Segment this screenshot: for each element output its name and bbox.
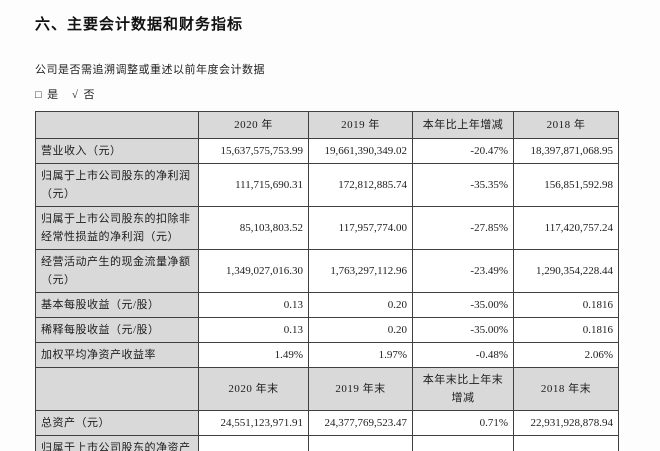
value-2019: 19,661,390,349.02 [308, 138, 413, 164]
restate-option-yes-label: 是 [47, 89, 59, 101]
header-empty-cell [35, 111, 199, 139]
value-change: -0.48% [412, 342, 514, 368]
header-2019-end: 2019 年末 [308, 367, 413, 411]
restate-options: □ 是 √ 否 [35, 86, 660, 102]
restate-option-no-label: 否 [83, 89, 95, 101]
value-2018: 117,420,757.24 [513, 206, 619, 250]
value-2020: 7,314,288,503.63 [198, 435, 309, 451]
value-2018: 22,931,928,878.94 [513, 410, 619, 436]
table-row-net-assets: 归属于上市公司股东的净资产（元） 7,314,288,503.63 7,558,… [35, 435, 619, 451]
header-yearend-change: 本年末比上年末增减 [412, 367, 514, 411]
value-change: -20.47% [412, 138, 514, 164]
value-2020: 111,715,690.31 [198, 163, 309, 207]
row-label: 加权平均净资产收益率 [35, 342, 199, 368]
value-2020: 85,103,803.52 [198, 206, 309, 250]
value-change: -27.85% [412, 206, 514, 250]
table-row-revenue: 营业收入（元） 15,637,575,753.99 19,661,390,349… [35, 138, 619, 164]
value-2020: 0.13 [198, 317, 309, 343]
table-row-basic-eps: 基本每股收益（元/股） 0.13 0.20 -35.00% 0.1816 [35, 292, 619, 318]
value-change: -35.00% [412, 292, 514, 318]
value-2019: 1.97% [308, 342, 413, 368]
value-2018: 2.06% [513, 342, 619, 368]
table-row-net-profit-excl-nonrecurring: 归属于上市公司股东的扣除非经常性损益的净利润（元） 85,103,803.52 … [35, 206, 619, 250]
value-2018: 18,397,871,068.95 [513, 138, 619, 164]
value-2019: 7,558,862,369.40 [308, 435, 413, 451]
restate-option-no: √ 否 [72, 89, 95, 101]
value-2018: 0.1816 [513, 292, 619, 318]
row-label: 经营活动产生的现金流量净额（元） [35, 249, 199, 293]
value-2018: 0.1816 [513, 317, 619, 343]
value-change: 0.71% [412, 410, 514, 436]
value-2020: 15,637,575,753.99 [198, 138, 309, 164]
row-label: 归属于上市公司股东的净利润（元） [35, 163, 199, 207]
row-label: 归属于上市公司股东的扣除非经常性损益的净利润（元） [35, 206, 199, 250]
header-2020: 2020 年 [198, 111, 309, 139]
value-2019: 117,957,774.00 [308, 206, 413, 250]
restate-question: 公司是否需追溯调整或重述以前年度会计数据 [35, 64, 265, 76]
value-2020: 1.49% [198, 342, 309, 368]
row-label: 基本每股收益（元/股） [35, 292, 199, 318]
value-2019: 24,377,769,523.47 [308, 410, 413, 436]
value-2018: 9,258,971,779.56 [513, 435, 619, 451]
financial-indicators-table: 2020 年 2019 年 本年比上年增减 2018 年 营业收入（元） 15,… [35, 111, 619, 451]
value-2019: 1,763,297,112.96 [308, 249, 413, 293]
annual-header-row: 2020 年 2019 年 本年比上年增减 2018 年 [35, 111, 619, 139]
table-row-operating-cash-flow: 经营活动产生的现金流量净额（元） 1,349,027,016.30 1,763,… [35, 249, 619, 293]
value-change: -3.24% [412, 435, 514, 451]
value-change: -35.00% [412, 317, 514, 343]
value-2019: 0.20 [308, 317, 413, 343]
checkbox-empty-icon: □ [35, 89, 43, 101]
header-yoy-change: 本年比上年增减 [412, 111, 514, 139]
restate-option-yes: □ 是 [35, 89, 59, 101]
table-row-net-profit: 归属于上市公司股东的净利润（元） 111,715,690.31 172,812,… [35, 163, 619, 207]
table-row-total-assets: 总资产（元） 24,551,123,971.91 24,377,769,523.… [35, 410, 619, 436]
value-2018: 1,290,354,228.44 [513, 249, 619, 293]
value-2020: 24,551,123,971.91 [198, 410, 309, 436]
check-mark-icon: √ [71, 89, 79, 101]
value-change: -23.49% [412, 249, 514, 293]
row-label: 营业收入（元） [35, 138, 199, 164]
row-label: 归属于上市公司股东的净资产（元） [35, 435, 199, 451]
header-2018: 2018 年 [513, 111, 619, 139]
row-label: 稀释每股收益（元/股） [35, 317, 199, 343]
header-empty-cell [35, 367, 199, 411]
header-2018-end: 2018 年末 [513, 367, 619, 411]
table-row-diluted-eps: 稀释每股收益（元/股） 0.13 0.20 -35.00% 0.1816 [35, 317, 619, 343]
value-2019: 0.20 [308, 292, 413, 318]
year-end-header-row: 2020 年末 2019 年末 本年末比上年末增减 2018 年末 [35, 367, 619, 411]
value-2020: 1,349,027,016.30 [198, 249, 309, 293]
value-2019: 172,812,885.74 [308, 163, 413, 207]
value-2018: 156,851,592.98 [513, 163, 619, 207]
page-title: 六、主要会计数据和财务指标 [35, 16, 244, 33]
header-2020-end: 2020 年末 [198, 367, 309, 411]
header-2019: 2019 年 [308, 111, 413, 139]
value-2020: 0.13 [198, 292, 309, 318]
table-row-weighted-avg-roe: 加权平均净资产收益率 1.49% 1.97% -0.48% 2.06% [35, 342, 619, 368]
value-change: -35.35% [412, 163, 514, 207]
row-label: 总资产（元） [35, 410, 199, 436]
